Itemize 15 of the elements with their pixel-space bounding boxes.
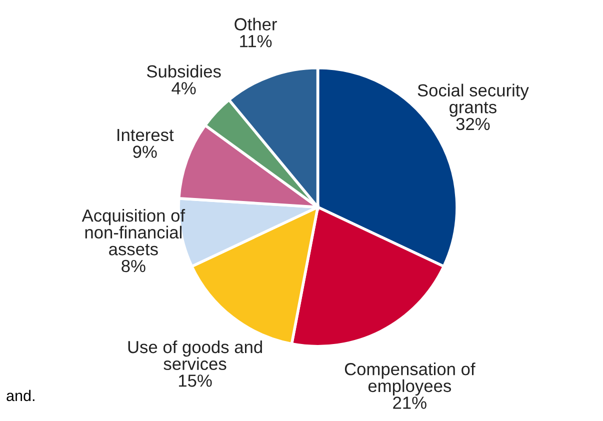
data-label: 4% — [172, 82, 196, 94]
data-label: 9% — [133, 146, 157, 158]
slice-label: Interest — [118, 129, 174, 142]
data-label: 21% — [393, 396, 426, 409]
slice-label: Acquisition of non-financial assets — [82, 208, 186, 256]
slice-label: Other — [234, 18, 277, 30]
data-label: 8% — [122, 260, 146, 272]
slice-label: Subsidies — [146, 64, 221, 78]
data-label: 11% — [240, 35, 272, 48]
slice-label: Use of goods and services — [128, 340, 262, 370]
slice-label: Social security grants — [418, 84, 529, 117]
data-label: 32% — [456, 118, 490, 130]
text: and. — [6, 390, 34, 402]
slice-label: Compensation of employees — [344, 362, 476, 396]
data-label: 15% — [178, 374, 212, 387]
